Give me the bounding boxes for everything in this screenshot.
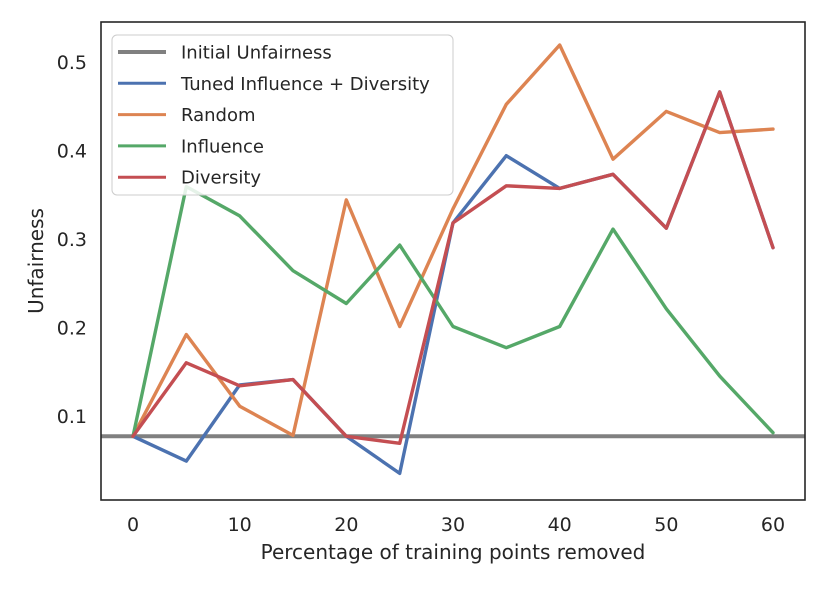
x-tick-label: 40 (548, 514, 572, 536)
legend-label: Random (181, 105, 256, 126)
y-tick-label: 0.1 (57, 406, 87, 428)
x-tick-label: 50 (654, 514, 678, 536)
series-line-diversity (131, 90, 775, 445)
x-axis-ticks: 0 10 20 30 40 50 60 (127, 514, 785, 536)
x-tick-label: 30 (441, 514, 465, 536)
y-tick-label: 0.4 (57, 140, 87, 162)
x-axis-label: Percentage of training points removed (261, 540, 646, 564)
y-tick-label: 0.5 (57, 52, 87, 74)
legend: Initial Unfairness Tuned Influence + Dive… (111, 34, 454, 196)
y-tick-label: 0.3 (57, 229, 87, 251)
x-tick-label: 0 (127, 514, 139, 536)
series-line-influence (131, 184, 775, 438)
series-line-random (131, 43, 775, 438)
legend-label: Influence (181, 136, 264, 157)
y-tick-label: 0.2 (57, 317, 87, 339)
plot-frame (100, 21, 806, 501)
y-axis-label: Unfairness (24, 208, 48, 314)
plot-layer (101, 43, 805, 476)
x-tick-label: 20 (334, 514, 358, 536)
x-tick-label: 10 (228, 514, 252, 536)
legend-label: Initial Unfairness (181, 43, 332, 64)
legend-label: Tuned Influence + Diversity (180, 74, 430, 95)
series-lines (101, 43, 805, 476)
y-axis-ticks: 0.1 0.2 0.3 0.4 0.5 (57, 52, 87, 428)
legend-box (111, 34, 454, 196)
x-tick-label: 60 (761, 514, 785, 536)
legend-label: Diversity (181, 168, 261, 189)
